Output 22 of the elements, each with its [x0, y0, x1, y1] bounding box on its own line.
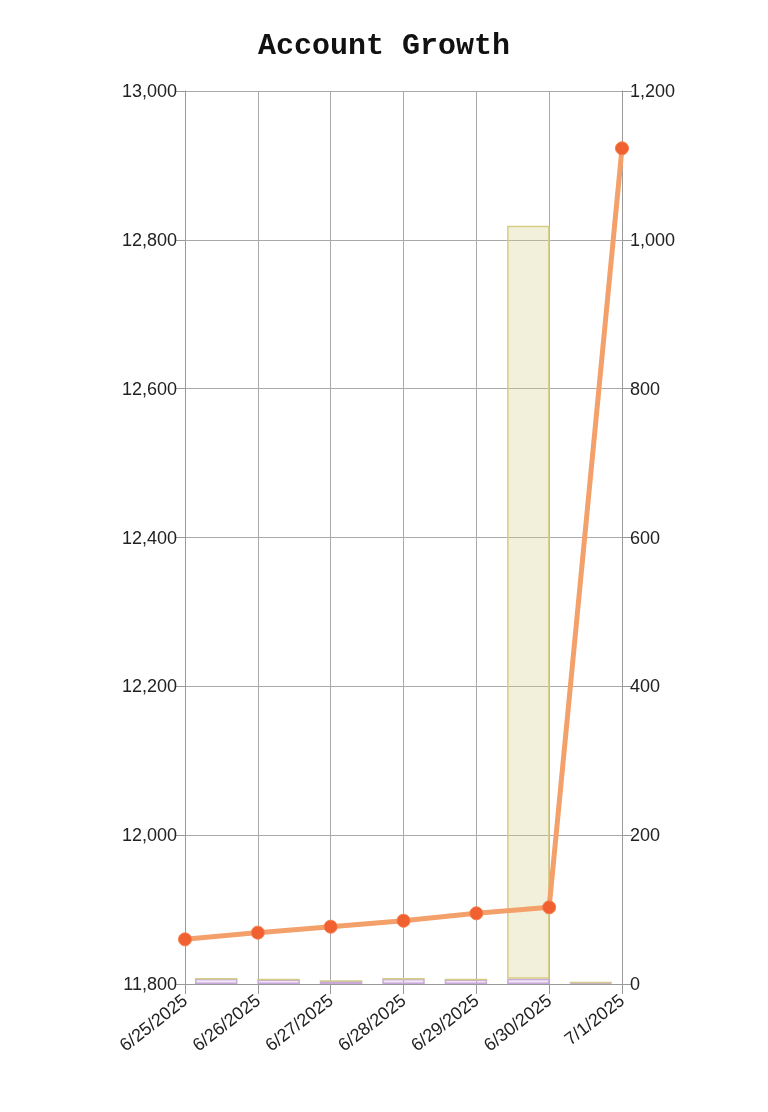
point	[323, 919, 338, 934]
point	[178, 932, 192, 947]
chart-title: Account Growth	[257, 29, 511, 63]
point	[615, 141, 629, 156]
y2-tick-label: 800	[630, 378, 661, 399]
y-tick-label: 12,000	[121, 825, 177, 846]
y2-tick-label: 200	[630, 825, 661, 846]
y2-tick-label: 1,200	[630, 81, 676, 101]
y-tick-label: 12,600	[121, 378, 177, 399]
point	[250, 925, 265, 940]
y2-tick-label: 0	[630, 974, 641, 994]
y2-tick-label: 1,000	[630, 229, 676, 250]
y-tick-label: 12,200	[121, 676, 177, 697]
y-tick-label: 12,400	[121, 527, 177, 548]
y-tick-label: 13,000	[121, 81, 177, 101]
y-tick-label: 12,800	[121, 229, 177, 250]
point	[469, 906, 484, 921]
point	[542, 900, 557, 915]
point	[396, 913, 411, 928]
y2-tick-label: 400	[630, 676, 661, 697]
y2-tick-label: 600	[630, 527, 661, 548]
y-tick-label: 11,800	[123, 974, 177, 994]
